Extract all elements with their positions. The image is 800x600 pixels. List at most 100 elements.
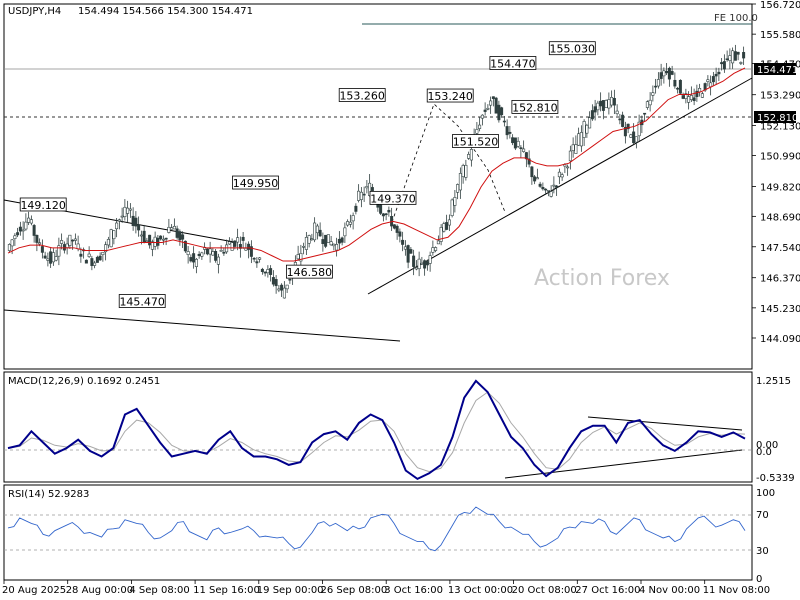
- candle-body: [159, 235, 163, 240]
- candle-body: [736, 51, 740, 55]
- candle-body: [519, 147, 523, 149]
- candle-body: [247, 243, 251, 250]
- time-axis: 20 Aug 2025 28 Aug 00:004 Sep 08:00 11 Sep…: [2, 580, 770, 596]
- price-label: 146.580: [287, 266, 333, 279]
- candle-body: [687, 96, 691, 103]
- price-axis: 156.720155.580154.470153.290152.130150.9…: [752, 0, 800, 345]
- candle-body: [324, 234, 328, 247]
- candle-body: [467, 154, 471, 159]
- candle-body: [676, 87, 680, 90]
- candle-body: [106, 239, 110, 246]
- candle-body: [16, 232, 20, 236]
- price-label-box: [232, 175, 279, 190]
- candle-body: [621, 114, 625, 127]
- candle-body: [546, 189, 550, 192]
- candle-body: [673, 79, 677, 87]
- candle-body: [577, 133, 581, 146]
- candle-body: [643, 112, 647, 115]
- y-tick-label: 150.990: [760, 152, 800, 163]
- candle-body: [607, 99, 611, 109]
- price-bars: [7, 44, 746, 299]
- candle-body: [101, 251, 105, 256]
- x-tick-label: 20 Aug 2025: [2, 585, 66, 596]
- price-label-box: [338, 88, 386, 102]
- candle-body: [483, 109, 487, 112]
- rising-support-trendline: [367, 77, 753, 295]
- candle-body: [299, 252, 303, 262]
- candle-body: [51, 252, 55, 263]
- candle-body: [566, 166, 570, 169]
- candle-body: [79, 253, 83, 257]
- price-label: 149.370: [370, 192, 416, 205]
- candle-body: [65, 243, 69, 248]
- candle-body: [634, 136, 638, 143]
- candle-body: [717, 71, 721, 75]
- candle-body: [722, 61, 726, 70]
- candle-body: [601, 100, 605, 111]
- candle-body: [406, 245, 410, 263]
- rsi-panel: [3, 484, 753, 581]
- macd-lines: [7, 379, 746, 481]
- candle-body: [695, 90, 699, 97]
- candle-body: [637, 121, 641, 137]
- candle-body: [43, 255, 47, 259]
- candle-body: [648, 99, 652, 106]
- candle-body: [269, 268, 273, 275]
- candle-body: [359, 191, 363, 200]
- price-label: 149.120: [20, 199, 66, 212]
- candle-body: [318, 229, 322, 237]
- candle-body: [689, 95, 693, 100]
- candle-body: [104, 244, 108, 253]
- candle-body: [494, 97, 498, 114]
- candle-body: [93, 262, 97, 266]
- candle-body: [739, 62, 743, 64]
- candle-body: [236, 237, 240, 243]
- y-tick-label: 155.580: [760, 30, 800, 41]
- candle-body: [84, 259, 88, 264]
- candle-body: [579, 132, 583, 147]
- candle-body: [720, 62, 724, 65]
- candle-body: [593, 106, 597, 113]
- candle-body: [618, 118, 622, 121]
- price-label: 145.470: [119, 296, 165, 309]
- candle-body: [255, 261, 259, 264]
- lower-channel-trendline: [3, 309, 401, 342]
- candle-body: [27, 217, 31, 223]
- ohlc-values: 154.494 154.566 154.300 154.471: [78, 6, 253, 17]
- candle-body: [513, 137, 517, 149]
- candle-body: [596, 102, 600, 111]
- candle-body: [469, 149, 473, 161]
- candle-body: [574, 144, 578, 154]
- candle-body: [706, 79, 710, 82]
- macd-title: MACD(12,26,9) 0.1692 0.2451: [8, 376, 160, 387]
- candle-body: [310, 238, 314, 240]
- candle-body: [450, 199, 454, 216]
- candle-body: [214, 250, 218, 261]
- candle-body: [588, 117, 592, 129]
- candle-body: [351, 215, 355, 222]
- candle-body: [604, 100, 608, 109]
- candle-body: [502, 120, 506, 123]
- candle-body: [40, 246, 44, 253]
- candle-body: [379, 204, 383, 214]
- macd-main-line: [7, 379, 746, 481]
- candle-body: [219, 249, 223, 252]
- watermark-text: Action Forex: [534, 266, 670, 291]
- candle-body: [497, 104, 501, 121]
- rsi-tick-100: 100: [756, 488, 775, 499]
- candle-body: [612, 97, 616, 106]
- candle-body: [478, 124, 482, 129]
- rsi-main-line: [7, 506, 746, 552]
- price-label: 149.950: [233, 177, 279, 190]
- candle-body: [227, 241, 231, 245]
- x-tick-label: 11 Sep 16:00: [193, 585, 260, 596]
- candle-body: [208, 248, 212, 255]
- y-tick-label: 147.540: [760, 243, 800, 254]
- candle-body: [395, 225, 399, 233]
- x-tick-label: 4 Sep 08:00: [129, 585, 189, 596]
- candle-body: [461, 165, 465, 178]
- candle-body: [172, 225, 176, 230]
- candle-body: [216, 256, 220, 265]
- candle-body: [530, 166, 534, 178]
